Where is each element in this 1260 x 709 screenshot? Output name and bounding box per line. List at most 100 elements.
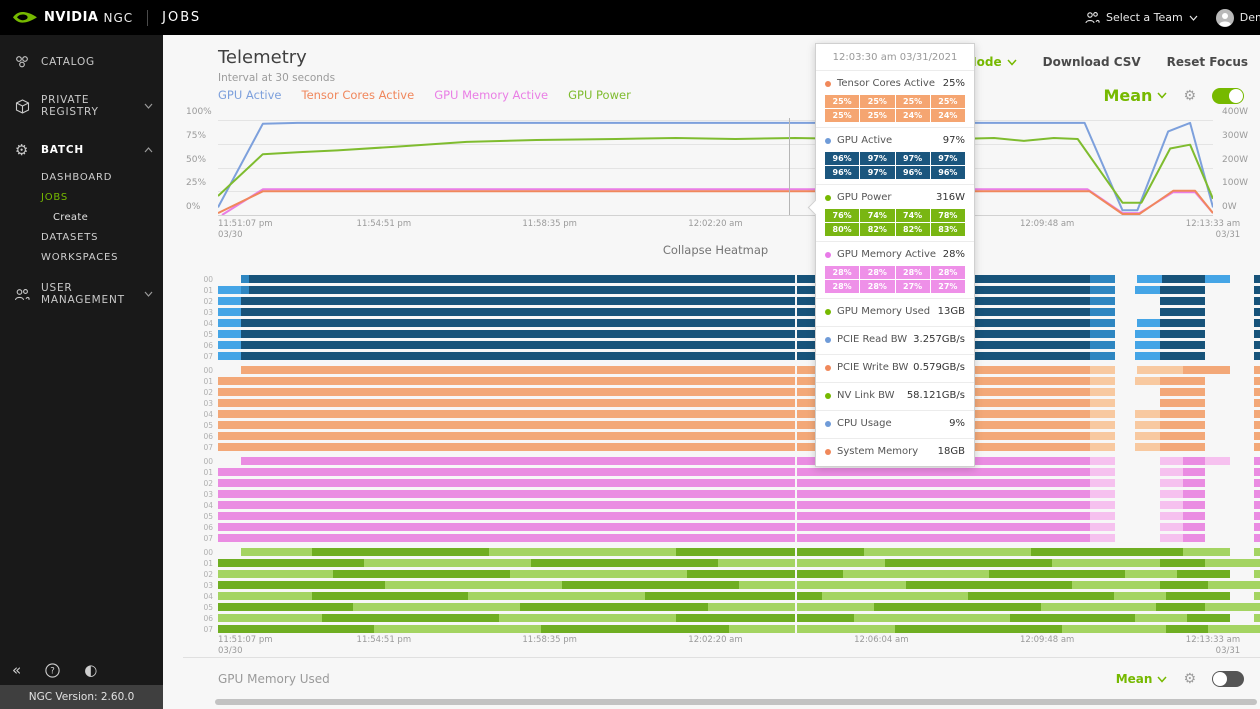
heatmap-segment[interactable] <box>1090 421 1116 429</box>
heatmap-segment[interactable] <box>218 468 1091 476</box>
heatmap-segment[interactable] <box>1159 421 1205 429</box>
heatmap-segment[interactable] <box>1134 330 1160 338</box>
heatmap-segment[interactable] <box>1253 399 1260 407</box>
heatmap-segment[interactable] <box>509 570 687 578</box>
heatmap-segment[interactable] <box>488 548 677 556</box>
heatmap-segment[interactable] <box>1159 501 1183 509</box>
heatmap-segment[interactable] <box>249 275 1091 283</box>
heatmap-segment[interactable] <box>218 479 1091 487</box>
heatmap-segment[interactable] <box>1159 377 1205 385</box>
heatmap-segment[interactable] <box>311 592 469 600</box>
heatmap-segment[interactable] <box>218 388 1091 396</box>
heatmap-segment[interactable] <box>1159 534 1183 542</box>
heatmap-segment[interactable] <box>1134 432 1160 440</box>
heatmap-segment[interactable] <box>874 603 1042 611</box>
heatmap-segment[interactable] <box>1090 479 1116 487</box>
heatmap-segment[interactable] <box>530 559 719 567</box>
user-menu[interactable]: Demo User <box>1215 8 1260 27</box>
heatmap-segment[interactable] <box>1134 614 1188 622</box>
heatmap-segment[interactable] <box>1090 512 1116 520</box>
heatmap-segment[interactable] <box>1072 581 1160 589</box>
heatmap-segment[interactable] <box>1159 443 1205 451</box>
telemetry-toggle[interactable] <box>1212 87 1244 104</box>
heatmap-segment[interactable] <box>561 581 739 589</box>
heatmap-segment[interactable] <box>218 330 241 338</box>
heatmap-segment[interactable] <box>384 581 562 589</box>
heatmap-segment[interactable] <box>1253 308 1260 316</box>
heatmap-segment[interactable] <box>1090 341 1116 349</box>
heatmap-segment[interactable] <box>218 410 1091 418</box>
bottom-settings-gear-icon[interactable]: ⚙ <box>1183 671 1196 687</box>
heatmap-segment[interactable] <box>1090 388 1116 396</box>
heatmap-segment[interactable] <box>1182 468 1205 476</box>
heatmap-segment[interactable] <box>218 297 241 305</box>
collapse-heatmap-button[interactable]: Collapse Heatmap <box>662 243 769 257</box>
heatmap-segment[interactable] <box>1090 352 1116 360</box>
heatmap-segment[interactable] <box>218 341 241 349</box>
heatmap-segment[interactable] <box>1159 512 1183 520</box>
heatmap-segment[interactable] <box>1090 523 1116 531</box>
nvidia-ngc-logo[interactable]: NVIDIA NGC <box>12 9 133 26</box>
heatmap-segment[interactable] <box>1159 468 1183 476</box>
heatmap-segment[interactable] <box>1090 490 1116 498</box>
heatmap-segment[interactable] <box>1159 523 1183 531</box>
heatmap-segment[interactable] <box>1137 366 1183 374</box>
sidebar-item-workspaces[interactable]: WORKSPACES <box>0 247 163 267</box>
heatmap-segment[interactable] <box>1182 457 1205 465</box>
heatmap-segment[interactable] <box>1159 330 1205 338</box>
heatmap-segment[interactable] <box>645 592 823 600</box>
heatmap-segment[interactable] <box>541 625 729 633</box>
heatmap-segment[interactable] <box>218 570 333 578</box>
heatmap-segment[interactable] <box>1134 352 1160 360</box>
heatmap-segment[interactable] <box>1090 534 1116 542</box>
heatmap-segment[interactable] <box>1090 275 1116 283</box>
heatmap-segment[interactable] <box>1030 548 1183 556</box>
heatmap-segment[interactable] <box>1253 501 1260 509</box>
heatmap-segment[interactable] <box>1159 297 1205 305</box>
heatmap-segment[interactable] <box>1090 308 1116 316</box>
heatmap-segment[interactable] <box>322 614 500 622</box>
heatmap-segment[interactable] <box>1159 341 1205 349</box>
sidebar-item-user-management[interactable]: USER MANAGEMENT <box>0 273 163 315</box>
heatmap-segment[interactable] <box>1253 410 1260 418</box>
heatmap-segment[interactable] <box>311 548 489 556</box>
heatmap-segment[interactable] <box>1253 479 1260 487</box>
heatmap-segment[interactable] <box>1204 457 1230 465</box>
heatmap-segment[interactable] <box>884 559 1052 567</box>
heatmap-segment[interactable] <box>1182 501 1205 509</box>
heatmap-segment[interactable] <box>1159 479 1183 487</box>
heatmap-segment[interactable] <box>905 581 1073 589</box>
heatmap-segment[interactable] <box>1253 421 1260 429</box>
heatmap-segment[interactable] <box>1155 603 1205 611</box>
heatmap-segment[interactable] <box>520 603 708 611</box>
heatmap-segment[interactable] <box>1207 625 1260 633</box>
legend-item-gpu-memory-active[interactable]: GPU Memory Active <box>434 88 549 102</box>
heatmap-segment[interactable] <box>1182 548 1230 556</box>
heatmap-segment[interactable] <box>218 286 241 294</box>
sidebar-item-dashboard[interactable]: DASHBOARD <box>0 167 163 187</box>
heatmap-segment[interactable] <box>218 443 1091 451</box>
heatmap-segment[interactable] <box>363 559 531 567</box>
heatmap-segment[interactable] <box>1204 559 1260 567</box>
heatmap-segment[interactable] <box>1166 625 1208 633</box>
heatmap-segment[interactable] <box>240 341 1091 349</box>
sidebar-item-datasets[interactable]: DATASETS <box>0 227 163 247</box>
chart-settings-gear-icon[interactable]: ⚙ <box>1183 87 1196 104</box>
theme-icon[interactable]: ◐ <box>84 661 98 679</box>
heatmap-segment[interactable] <box>1253 592 1260 600</box>
sidebar-item-batch[interactable]: ⚙ BATCH <box>0 133 163 167</box>
heatmap-segment[interactable] <box>1090 366 1116 374</box>
heatmap-segment[interactable] <box>240 352 1091 360</box>
heatmap-segment[interactable] <box>1182 366 1230 374</box>
heatmap-segment[interactable] <box>1253 614 1260 622</box>
sidebar-item-private-registry[interactable]: PRIVATE REGISTRY <box>0 85 163 127</box>
heatmap-segment[interactable] <box>1062 625 1167 633</box>
heatmap-segment[interactable] <box>864 548 1031 556</box>
heatmap-segment[interactable] <box>240 308 1091 316</box>
horizontal-scrollbar[interactable] <box>215 699 1257 705</box>
help-icon[interactable]: ? <box>45 662 60 678</box>
heatmap-segment[interactable] <box>1159 352 1205 360</box>
heatmap-segment[interactable] <box>240 297 1091 305</box>
heatmap-segment[interactable] <box>1182 512 1205 520</box>
heatmap-segment[interactable] <box>240 286 250 294</box>
